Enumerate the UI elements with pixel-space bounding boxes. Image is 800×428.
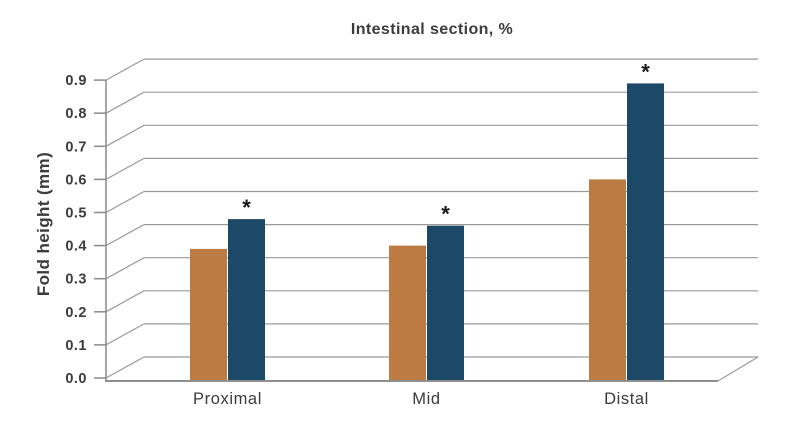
gridline-diagonal [105,190,145,214]
chart-title: Intestinal section, % [350,21,514,38]
gridline-diagonal [105,356,145,379]
y-tick-label: 0.5 [65,206,87,222]
gridline-diagonal [105,224,145,247]
bar-proximal-series-1-orange [190,248,227,381]
x-category-label-proximal: Proximal [193,390,262,408]
significance-asterisk: * [641,59,650,84]
gridline-diagonal [105,257,145,280]
y-tick-label: 0.4 [65,239,87,255]
gridline-diagonal [105,290,145,313]
significance-asterisk: * [441,202,450,227]
y-tick-label: 0.3 [65,272,87,288]
bar-distal-series-2-blue [627,83,664,381]
baseline-depth-diagonal [717,356,759,382]
y-tick-label: 0.1 [65,338,87,354]
x-category-label-distal: Distal [604,390,649,408]
y-tick-label: 0.0 [65,371,87,387]
bar-distal-series-1-orange [589,179,626,381]
x-category-label-mid: Mid [412,390,440,408]
y-tick-label: 0.9 [65,73,87,89]
y-tick-label: 0.2 [65,305,87,321]
y-tick-label: 0.7 [65,139,87,155]
y-tick-label: 0.6 [65,172,87,188]
gridline-diagonal [105,157,145,180]
y-tick-label: 0.8 [65,106,87,122]
bar-mid-series-2-blue [427,225,464,381]
bar-proximal-series-2-blue [228,219,265,381]
gridline-diagonal [105,58,145,81]
significance-asterisk: * [242,195,251,220]
gridline-diagonal [105,91,145,114]
bar-mid-series-1-orange [389,245,426,381]
gridline-diagonal [105,124,145,147]
gridline-diagonal [105,323,145,346]
